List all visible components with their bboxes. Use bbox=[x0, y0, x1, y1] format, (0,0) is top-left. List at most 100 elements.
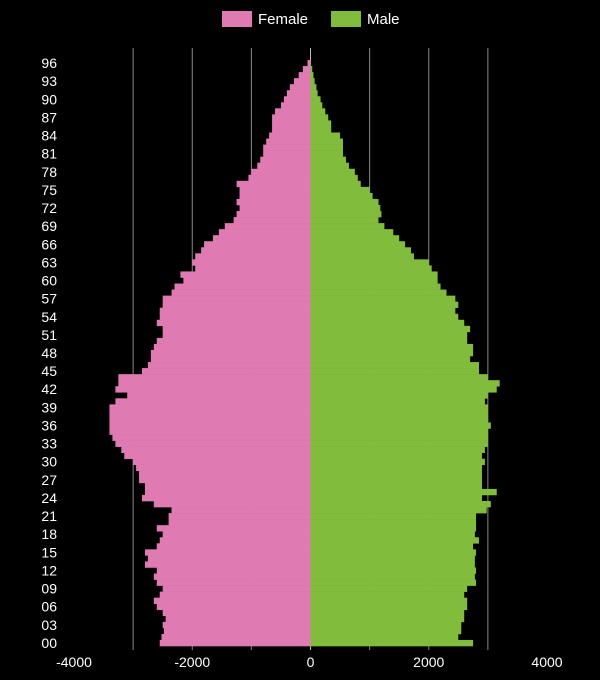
female-bar bbox=[260, 156, 311, 164]
male-bar bbox=[310, 271, 438, 278]
male-bar bbox=[310, 494, 482, 502]
male-bar bbox=[310, 555, 475, 562]
female-bar bbox=[118, 380, 311, 387]
female-bar bbox=[144, 549, 311, 556]
female-bar bbox=[162, 621, 311, 629]
y-tick-label: 48 bbox=[41, 345, 57, 361]
female-bar bbox=[115, 440, 311, 447]
male-bar bbox=[310, 229, 394, 236]
female-bar bbox=[204, 241, 311, 248]
female-bar bbox=[233, 217, 311, 224]
male-bar bbox=[310, 531, 475, 538]
male-bar bbox=[310, 301, 459, 308]
male-bar bbox=[310, 513, 477, 520]
female-bar bbox=[224, 223, 311, 230]
male-bar bbox=[310, 217, 379, 224]
legend: Female Male bbox=[0, 8, 600, 30]
male-bar bbox=[310, 579, 477, 586]
y-tick-label: 21 bbox=[41, 508, 57, 524]
y-tick-label: 18 bbox=[41, 526, 57, 542]
female-bar bbox=[156, 567, 311, 574]
y-tick-label: 57 bbox=[41, 291, 57, 307]
male-bar bbox=[310, 204, 381, 212]
female-bar bbox=[153, 573, 311, 580]
male-swatch bbox=[331, 11, 361, 27]
female-bar bbox=[257, 162, 311, 170]
female-bar bbox=[293, 78, 311, 85]
y-tick-label: 69 bbox=[41, 218, 57, 234]
male-bar bbox=[310, 241, 406, 248]
male-bar bbox=[310, 368, 480, 375]
female-bar bbox=[263, 150, 311, 157]
male-bar bbox=[310, 259, 429, 266]
y-tick-label: 42 bbox=[41, 381, 57, 397]
male-bar bbox=[310, 325, 471, 333]
female-bar bbox=[144, 482, 311, 490]
y-tick-label: 45 bbox=[41, 363, 57, 379]
male-bar bbox=[310, 96, 321, 103]
male-bar bbox=[310, 343, 474, 351]
y-tick-label: 78 bbox=[41, 164, 57, 180]
male-bar bbox=[310, 180, 361, 188]
male-bar bbox=[310, 66, 313, 73]
female-bar bbox=[153, 501, 311, 508]
male-bar bbox=[310, 603, 468, 611]
female-bar bbox=[156, 543, 311, 550]
male-bar bbox=[310, 295, 456, 302]
male-bar bbox=[310, 162, 349, 170]
female-bar bbox=[159, 537, 311, 544]
y-tick-label: 72 bbox=[41, 200, 57, 216]
female-bar bbox=[180, 271, 311, 278]
y-tick-label: 03 bbox=[41, 617, 57, 633]
female-bar bbox=[141, 494, 311, 502]
y-tick-label: 87 bbox=[41, 109, 57, 125]
female-bar bbox=[162, 301, 311, 308]
female-bar bbox=[127, 392, 311, 399]
male-bar bbox=[310, 102, 323, 109]
female-bar bbox=[147, 362, 311, 369]
female-bar bbox=[112, 434, 311, 441]
male-bar bbox=[310, 428, 488, 435]
legend-item-male[interactable]: Male bbox=[331, 8, 400, 30]
y-tick-label: 75 bbox=[41, 182, 57, 198]
male-bar bbox=[310, 519, 477, 526]
female-bar bbox=[272, 114, 311, 121]
male-bar bbox=[310, 446, 485, 453]
female-bar bbox=[239, 186, 311, 194]
female-bar bbox=[133, 458, 311, 466]
female-bar bbox=[115, 398, 311, 405]
male-bar bbox=[310, 362, 480, 369]
male-bar bbox=[310, 609, 465, 617]
male-bar bbox=[310, 615, 465, 623]
female-bar bbox=[286, 90, 311, 97]
male-bar bbox=[310, 283, 441, 290]
female-bar bbox=[109, 404, 311, 411]
male-bar bbox=[310, 440, 488, 447]
legend-item-female[interactable]: Female bbox=[222, 8, 308, 30]
female-bar bbox=[239, 192, 311, 200]
male-bar bbox=[310, 247, 412, 254]
x-tick-label: -4000 bbox=[56, 654, 92, 670]
female-bar bbox=[156, 525, 311, 532]
female-bar bbox=[162, 609, 311, 617]
female-bar bbox=[115, 386, 311, 393]
male-bar bbox=[310, 639, 474, 647]
y-tick-label: 09 bbox=[41, 581, 57, 597]
y-tick-label: 84 bbox=[41, 128, 57, 144]
female-bar bbox=[168, 519, 311, 526]
y-tick-label: 66 bbox=[41, 236, 57, 252]
male-bar bbox=[310, 192, 373, 200]
female-bar bbox=[298, 72, 311, 79]
female-bar bbox=[174, 283, 311, 290]
male-bar bbox=[310, 597, 468, 605]
male-bar bbox=[310, 464, 482, 472]
female-bar bbox=[266, 138, 311, 145]
male-bar bbox=[310, 78, 315, 85]
female-bar bbox=[251, 168, 311, 176]
female-bar bbox=[236, 180, 311, 188]
legend-label-female: Female bbox=[258, 10, 309, 28]
female-bar bbox=[153, 343, 311, 351]
female-bar bbox=[153, 597, 311, 605]
y-tick-label: 51 bbox=[41, 327, 57, 343]
